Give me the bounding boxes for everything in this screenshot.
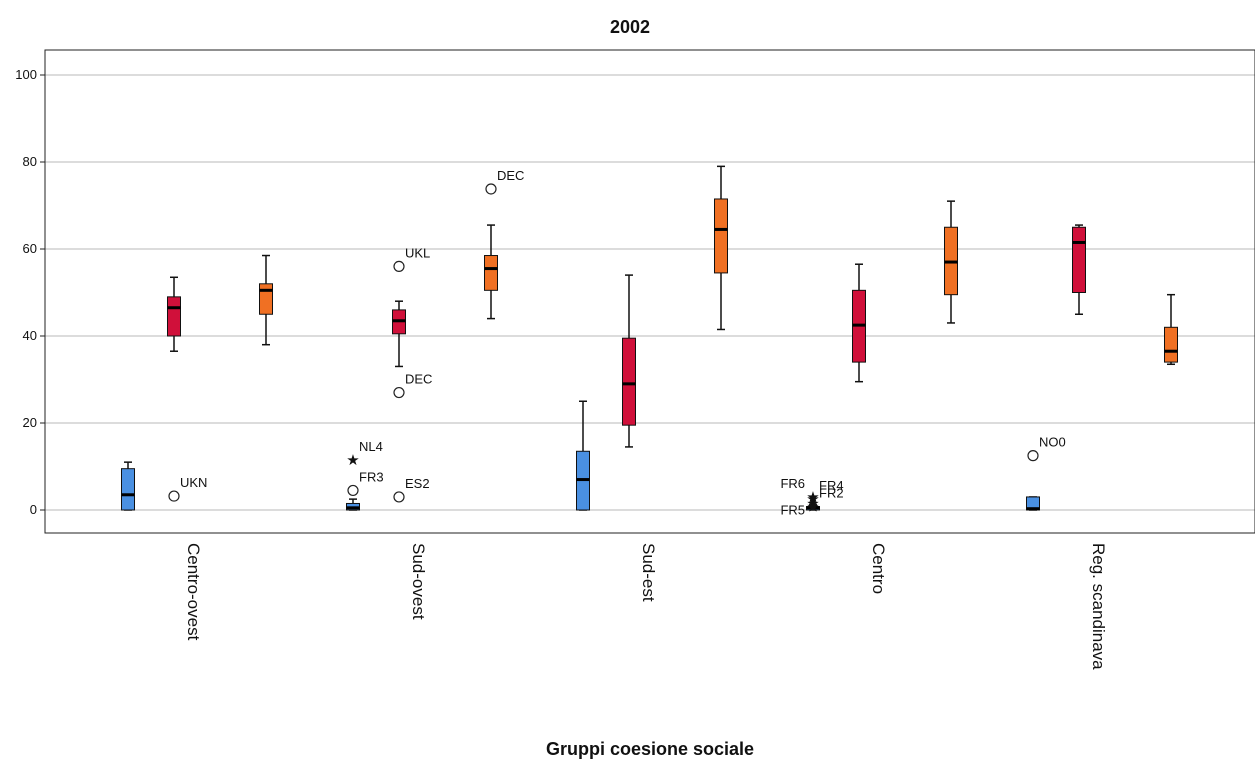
outlier-circle [393, 260, 405, 272]
outlier-star: ★ [806, 495, 819, 512]
outlier-label: UKL [405, 245, 430, 260]
outlier-circle [168, 490, 180, 502]
x-category-label: Reg. scandinava [1089, 543, 1108, 670]
outlier-star: ★ [806, 499, 819, 516]
outlier-label: UKN [180, 475, 207, 490]
box-body [121, 468, 135, 511]
outlier-label: FR2 [819, 486, 844, 501]
outlier-label: ES2 [405, 476, 430, 491]
box-4-2 [1164, 293, 1178, 366]
outlier-star: ★ [806, 491, 819, 508]
outlier-label: NL4 [359, 439, 383, 454]
box-3-0 [806, 504, 820, 511]
box-4-1 [1072, 224, 1086, 315]
y-tick-label: 80 [23, 154, 37, 169]
box-body [1164, 326, 1178, 363]
plot-frame [44, 49, 1255, 534]
outlier-label: DEC [497, 168, 524, 183]
box-2-0 [576, 400, 590, 511]
outlier-circle [485, 183, 497, 195]
x-category-label: Sud-est [639, 543, 658, 602]
box-0-0 [121, 461, 135, 511]
box-4-0 [1026, 496, 1040, 511]
box-1-1 [392, 300, 406, 368]
outlier-circle [1027, 450, 1039, 462]
y-tick-label: 40 [23, 328, 37, 343]
outlier-label: FR3 [359, 469, 384, 484]
y-tick-label: 0 [30, 502, 37, 517]
outlier-star: ★ [346, 452, 359, 469]
box-body [484, 255, 498, 291]
y-tick-label: 20 [23, 415, 37, 430]
box-1-0 [346, 498, 360, 511]
outlier-label: DEC [405, 372, 432, 387]
outlier-label: FR6 [780, 476, 805, 491]
outlier-label: FR5 [780, 502, 805, 517]
box-3-1 [852, 263, 866, 383]
box-1-2 [484, 224, 498, 320]
outlier-circle [393, 491, 405, 503]
box-0-2 [259, 254, 273, 346]
y-tick-label: 100 [15, 67, 37, 82]
x-axis-title: Gruppi coesione sociale [546, 739, 754, 759]
box-body [1072, 226, 1086, 293]
x-category-label: Centro-ovest [184, 543, 203, 641]
x-category-label: Centro [869, 543, 888, 594]
y-tick-label: 60 [23, 241, 37, 256]
box-body [622, 337, 636, 426]
box-3-2 [944, 200, 958, 324]
x-category-label: Sud-ovest [409, 543, 428, 620]
outlier-label: FR4 [819, 478, 844, 493]
outlier-circle [347, 484, 359, 497]
box-2-1 [622, 274, 636, 448]
box-groups [121, 165, 1178, 511]
box-body [714, 198, 728, 274]
x-axis-categories: Centro-ovest Sud-ovest Sud-est Centro Reg. s… [184, 543, 1108, 670]
outlier-star: ★ [806, 489, 819, 506]
box-body [259, 283, 273, 315]
box-body [167, 296, 181, 337]
box-0-1 [167, 276, 181, 352]
chart-title: 2002 [610, 17, 650, 37]
outlier-label: NO0 [1039, 435, 1066, 450]
outlier-circle [393, 386, 405, 399]
grid-lines [45, 74, 1255, 511]
box-2-2 [714, 165, 728, 331]
y-axis: 0 20 40 60 80 100 [15, 67, 45, 517]
